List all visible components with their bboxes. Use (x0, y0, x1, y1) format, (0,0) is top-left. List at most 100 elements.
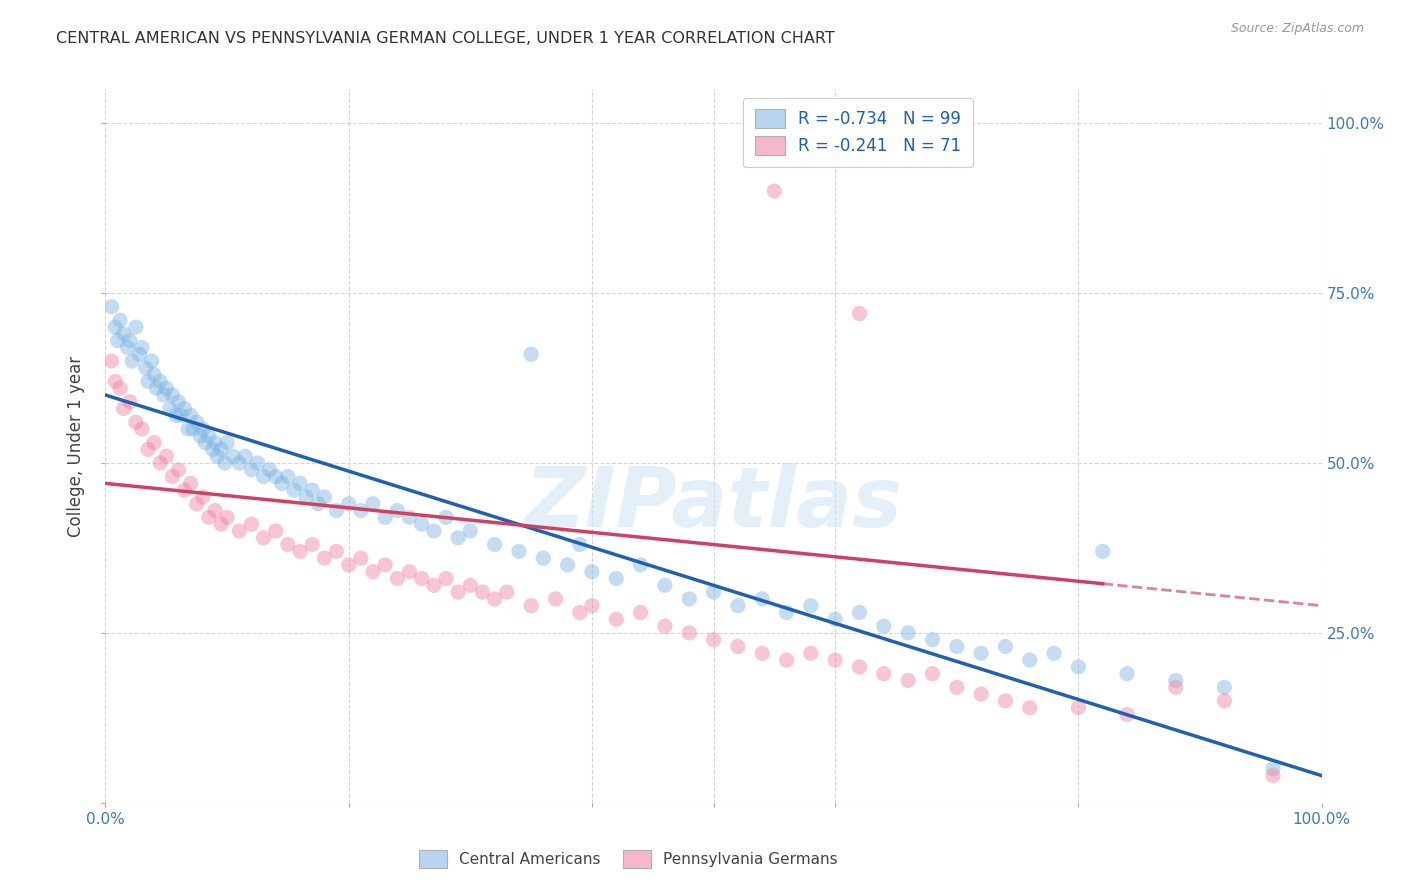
Point (173, 401, 195, 416)
Point (873, 619, 896, 633)
Point (314, 490, 336, 504)
Point (228, 456, 250, 470)
Point (252, 531, 274, 545)
Point (848, 306, 870, 320)
Point (108, 313, 131, 327)
Point (209, 442, 232, 457)
Point (162, 388, 184, 402)
Point (531, 551, 554, 566)
Point (1261, 769, 1284, 783)
Point (131, 341, 153, 355)
Point (240, 517, 263, 532)
Point (118, 394, 141, 409)
Point (100, 300, 122, 314)
Point (277, 469, 299, 483)
Point (423, 578, 446, 592)
Point (277, 537, 299, 551)
Text: ZIPatlas: ZIPatlas (524, 463, 903, 543)
Point (153, 388, 176, 402)
Point (568, 537, 591, 551)
Point (141, 354, 163, 368)
Point (1261, 762, 1284, 776)
Point (581, 599, 603, 613)
Point (162, 469, 184, 483)
Point (117, 341, 139, 355)
Point (520, 347, 543, 361)
Point (605, 572, 627, 586)
Point (557, 558, 579, 572)
Point (654, 619, 676, 633)
Point (361, 497, 384, 511)
Point (301, 537, 323, 551)
Point (434, 572, 457, 586)
Point (775, 653, 797, 667)
Point (209, 517, 232, 532)
Point (104, 320, 127, 334)
Point (186, 415, 208, 429)
Point (873, 666, 896, 681)
Point (143, 435, 166, 450)
Point (763, 184, 786, 198)
Point (121, 354, 143, 368)
Point (288, 544, 311, 558)
Point (1213, 694, 1236, 708)
Point (180, 476, 202, 491)
Point (207, 449, 229, 463)
Point (125, 320, 148, 334)
Point (458, 578, 481, 592)
Point (568, 606, 591, 620)
Point (970, 646, 993, 660)
Point (259, 463, 281, 477)
Point (181, 422, 204, 436)
Point (800, 646, 823, 660)
Point (751, 591, 773, 606)
Point (112, 401, 135, 416)
Point (118, 334, 141, 348)
Point (1091, 544, 1114, 558)
Point (191, 490, 214, 504)
Point (194, 435, 217, 450)
Point (135, 360, 157, 375)
Point (246, 456, 269, 470)
Point (240, 463, 263, 477)
Point (233, 449, 256, 463)
Point (204, 435, 226, 450)
Point (374, 510, 396, 524)
Point (824, 612, 846, 626)
Point (252, 469, 274, 483)
Point (727, 599, 749, 613)
Point (848, 606, 870, 620)
Point (100, 354, 122, 368)
Point (188, 429, 211, 443)
Point (471, 585, 494, 599)
Point (605, 612, 627, 626)
Point (173, 483, 195, 498)
Point (1018, 700, 1040, 714)
Point (222, 449, 245, 463)
Point (434, 510, 457, 524)
Point (411, 572, 433, 586)
Point (897, 673, 920, 688)
Point (217, 435, 239, 450)
Point (149, 456, 172, 470)
Point (104, 375, 127, 389)
Point (198, 510, 221, 524)
Point (970, 687, 993, 701)
Point (295, 490, 318, 504)
Point (447, 585, 470, 599)
Point (108, 381, 131, 395)
Point (1043, 646, 1066, 660)
Point (136, 375, 159, 389)
Point (387, 572, 409, 586)
Point (314, 551, 336, 566)
Point (155, 449, 177, 463)
Point (167, 394, 190, 409)
Point (945, 680, 967, 694)
Point (921, 632, 943, 647)
Point (307, 497, 329, 511)
Point (165, 409, 187, 423)
Point (508, 544, 530, 558)
Point (495, 585, 517, 599)
Point (678, 591, 700, 606)
Point (848, 660, 870, 674)
